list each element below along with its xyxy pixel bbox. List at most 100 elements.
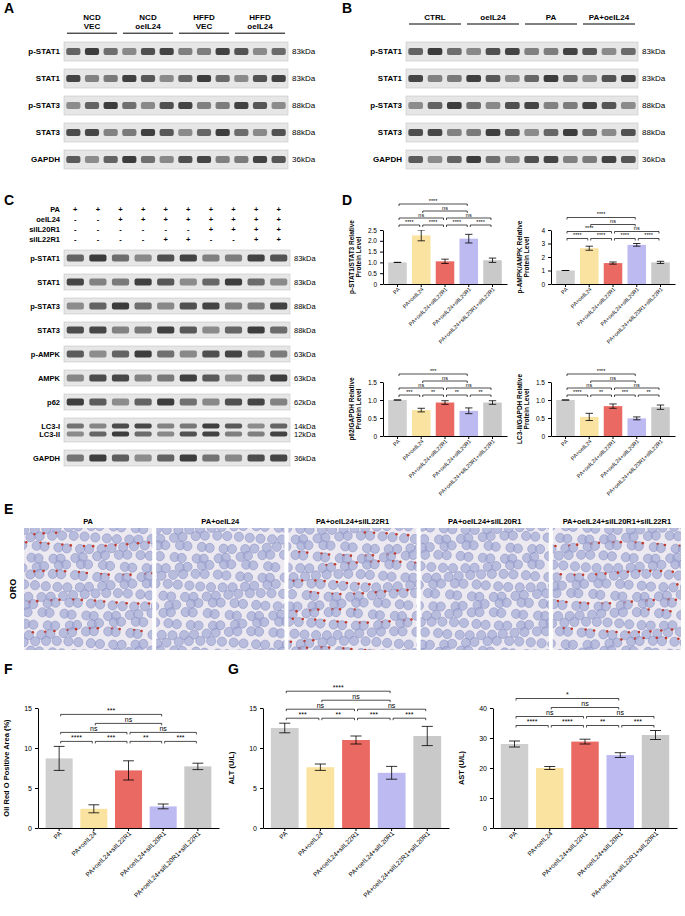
cell (609, 571, 618, 580)
significance-label: **** (573, 389, 582, 395)
marks (271, 723, 441, 828)
cell (389, 589, 398, 598)
cell (442, 551, 451, 560)
cell (118, 602, 127, 611)
x-axis: PAPA+oeIL24PA+oeIL24+siIL22R1PA+oeIL24+s… (494, 828, 678, 899)
cell (178, 570, 187, 579)
group-underline (467, 24, 519, 25)
blot-band (544, 102, 559, 109)
cell (448, 528, 457, 534)
blot-band (85, 129, 99, 136)
condition-sign: - (74, 235, 77, 244)
blot-band (112, 255, 129, 262)
cell (207, 636, 216, 645)
cell (629, 646, 638, 650)
blot-band (180, 424, 197, 429)
blot-band (135, 327, 152, 334)
error-bar (562, 400, 569, 401)
blot-band (67, 455, 84, 462)
cell (651, 531, 660, 540)
blot-band (157, 424, 174, 429)
cell (670, 637, 679, 646)
cell (75, 544, 84, 553)
cell (563, 649, 572, 650)
cell (378, 532, 387, 541)
blot-band (202, 279, 219, 286)
blot-band (180, 399, 197, 406)
cell (298, 646, 307, 650)
cell (145, 551, 152, 560)
cell (637, 581, 646, 590)
significance-bracket (286, 709, 354, 711)
cell (114, 550, 123, 559)
cell (613, 638, 622, 647)
cell (288, 617, 293, 626)
significance-label: **** (333, 684, 344, 691)
blot-band (225, 455, 242, 462)
y-tick-label: 2.5 (368, 227, 377, 234)
cell (337, 599, 346, 608)
blot-band (428, 48, 443, 55)
group-label: HFFDoeIL24 (247, 13, 273, 31)
y-tick-label: 10 (479, 795, 487, 802)
image-title-line: PA+oeIL24+siIL20R1 (448, 517, 521, 526)
blot-band (202, 455, 219, 462)
plot-area: 00.51.01.5PAPA+oeIL24PA+oeIL24+siIL22R1P… (368, 368, 508, 497)
bar (436, 403, 455, 436)
lipid-droplet (301, 579, 304, 582)
significance-label: **** (573, 232, 582, 238)
cell (34, 554, 43, 563)
blot-band (157, 255, 174, 262)
cell (553, 560, 558, 569)
cell (378, 650, 387, 651)
condition-sign: + (164, 205, 169, 214)
y-tick-label: 40 (479, 705, 487, 712)
blot-band (202, 351, 219, 358)
cell (537, 528, 546, 531)
blot-band (89, 327, 106, 334)
cell (656, 543, 665, 552)
lipid-droplet (114, 544, 117, 547)
cell (564, 550, 573, 559)
condition-sign: + (254, 225, 259, 234)
bar (580, 248, 599, 284)
significance-bracket (322, 700, 390, 702)
cell (29, 600, 38, 609)
blot-band (85, 48, 99, 55)
kda-label: 83kDa (294, 278, 317, 287)
x-tick: PA+oeIL24+siIL22R1 (408, 436, 449, 479)
blot-band (122, 75, 136, 82)
significance-label: ns (317, 702, 325, 709)
cell (318, 638, 327, 647)
significance-bracket (516, 717, 583, 719)
cell (113, 648, 122, 650)
y-axis-title-line: Protein Level (355, 236, 362, 277)
cell (147, 534, 152, 543)
cell (140, 541, 149, 550)
lipid-droplet (346, 582, 349, 585)
cell (629, 532, 638, 541)
blot-strip (64, 69, 288, 88)
cell (515, 528, 524, 532)
cell (464, 552, 473, 561)
blot-strip (64, 150, 288, 169)
y-tick-label: 30 (479, 735, 487, 742)
significance-label: ns (442, 205, 448, 211)
cell (353, 609, 362, 618)
blot-band (225, 255, 242, 262)
cell (148, 630, 152, 639)
cell (372, 637, 381, 646)
cell (183, 541, 192, 550)
significance-bracket (591, 225, 636, 227)
cell (184, 637, 193, 646)
cell (230, 599, 239, 608)
cell (52, 636, 61, 645)
cell (263, 580, 272, 589)
cell (174, 637, 183, 646)
cell (404, 640, 413, 649)
cell (210, 609, 219, 618)
cell (586, 629, 595, 638)
lipid-droplet (638, 570, 641, 573)
significance-bracket (567, 239, 588, 241)
blot-band (524, 48, 539, 55)
